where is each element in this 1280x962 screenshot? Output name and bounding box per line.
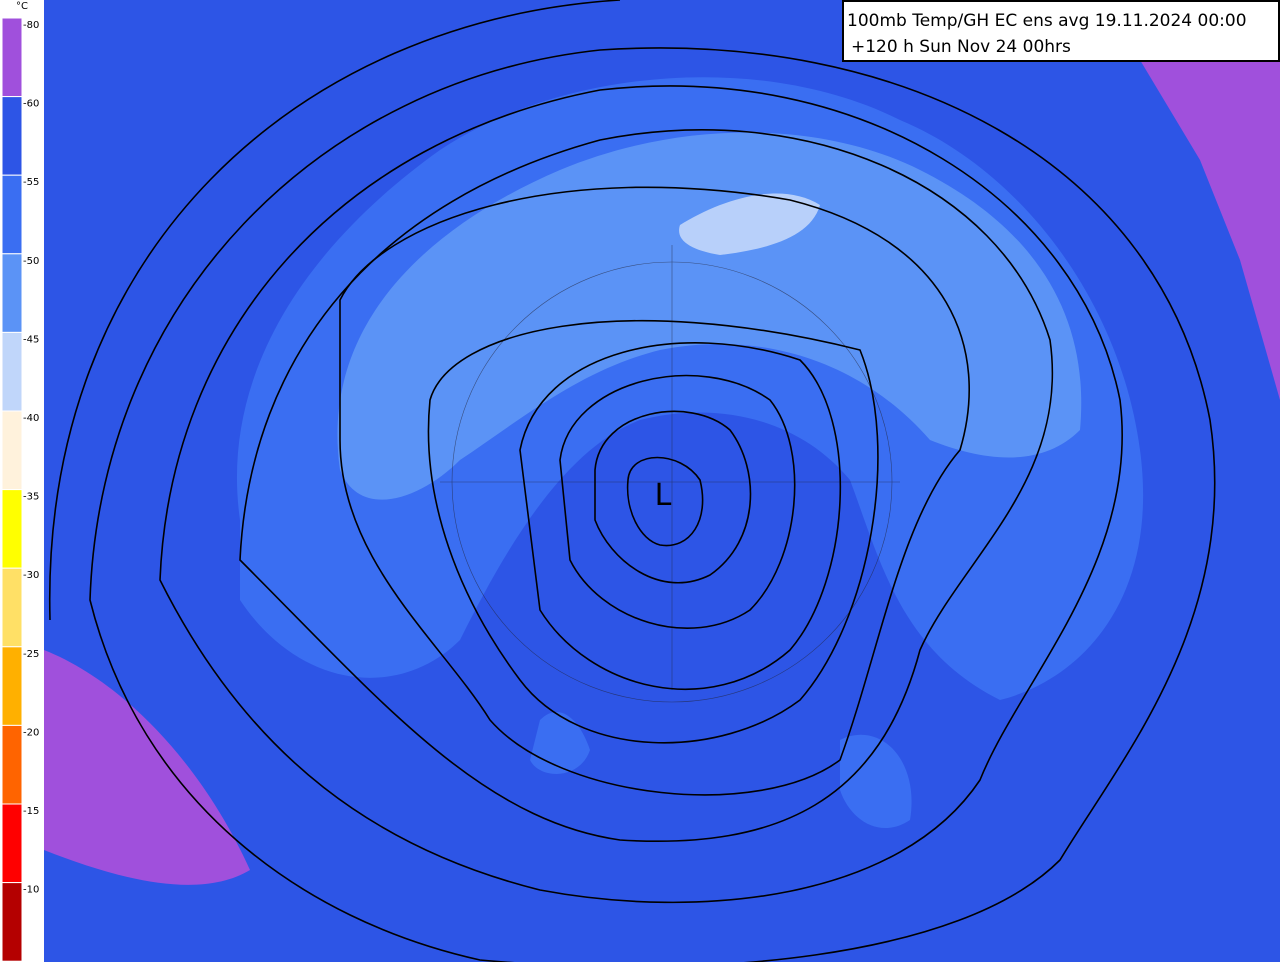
legend-swatch [1, 882, 23, 962]
field-band [840, 734, 912, 829]
legend-swatch [1, 331, 23, 412]
legend: °C -80 -60 -55 -50 -45 -40 -35 -30 -25 -20 -15 -10 [1, 1, 39, 962]
legend-label: -80 [23, 20, 39, 31]
legend-swatch [1, 17, 23, 98]
header-title: 100mb Temp/GH EC ens avg 19.11.2024 00:0… [847, 11, 1247, 31]
header-subtitle: +120 h Sun Nov 24 00hrs [851, 37, 1071, 57]
field-band [530, 711, 590, 774]
header-box [842, 0, 1280, 62]
legend-label: -15 [23, 806, 39, 817]
field-band [679, 193, 820, 255]
graticule [440, 245, 900, 703]
legend-label: -20 [23, 727, 39, 738]
legend-label: -30 [23, 570, 39, 581]
legend-label: -35 [23, 492, 39, 503]
field-warm-corner [44, 650, 250, 885]
legend-swatch [1, 567, 23, 648]
legend-swatch [1, 96, 23, 176]
legend-label: -55 [23, 177, 39, 188]
legend-swatch [1, 803, 23, 884]
legend-swatch [1, 174, 23, 255]
legend-swatch [1, 410, 23, 491]
legend-unit: °C [16, 1, 28, 12]
legend-swatch [1, 253, 23, 333]
legend-label: -10 [23, 885, 39, 896]
field-band [337, 132, 1082, 500]
legend-label: -60 [23, 99, 39, 110]
low-pressure-label: L [655, 478, 672, 513]
field-warm-corner [1140, 40, 1280, 400]
legend-swatch [1, 489, 23, 569]
map-area: L [44, 0, 1280, 962]
legend-label: -45 [23, 334, 39, 345]
contours [49, 0, 1216, 962]
legend-label: -40 [23, 413, 39, 424]
legend-swatch [1, 724, 23, 805]
legend-label: -25 [23, 649, 39, 660]
legend-swatch [1, 646, 23, 726]
legend-label: -50 [23, 256, 39, 267]
